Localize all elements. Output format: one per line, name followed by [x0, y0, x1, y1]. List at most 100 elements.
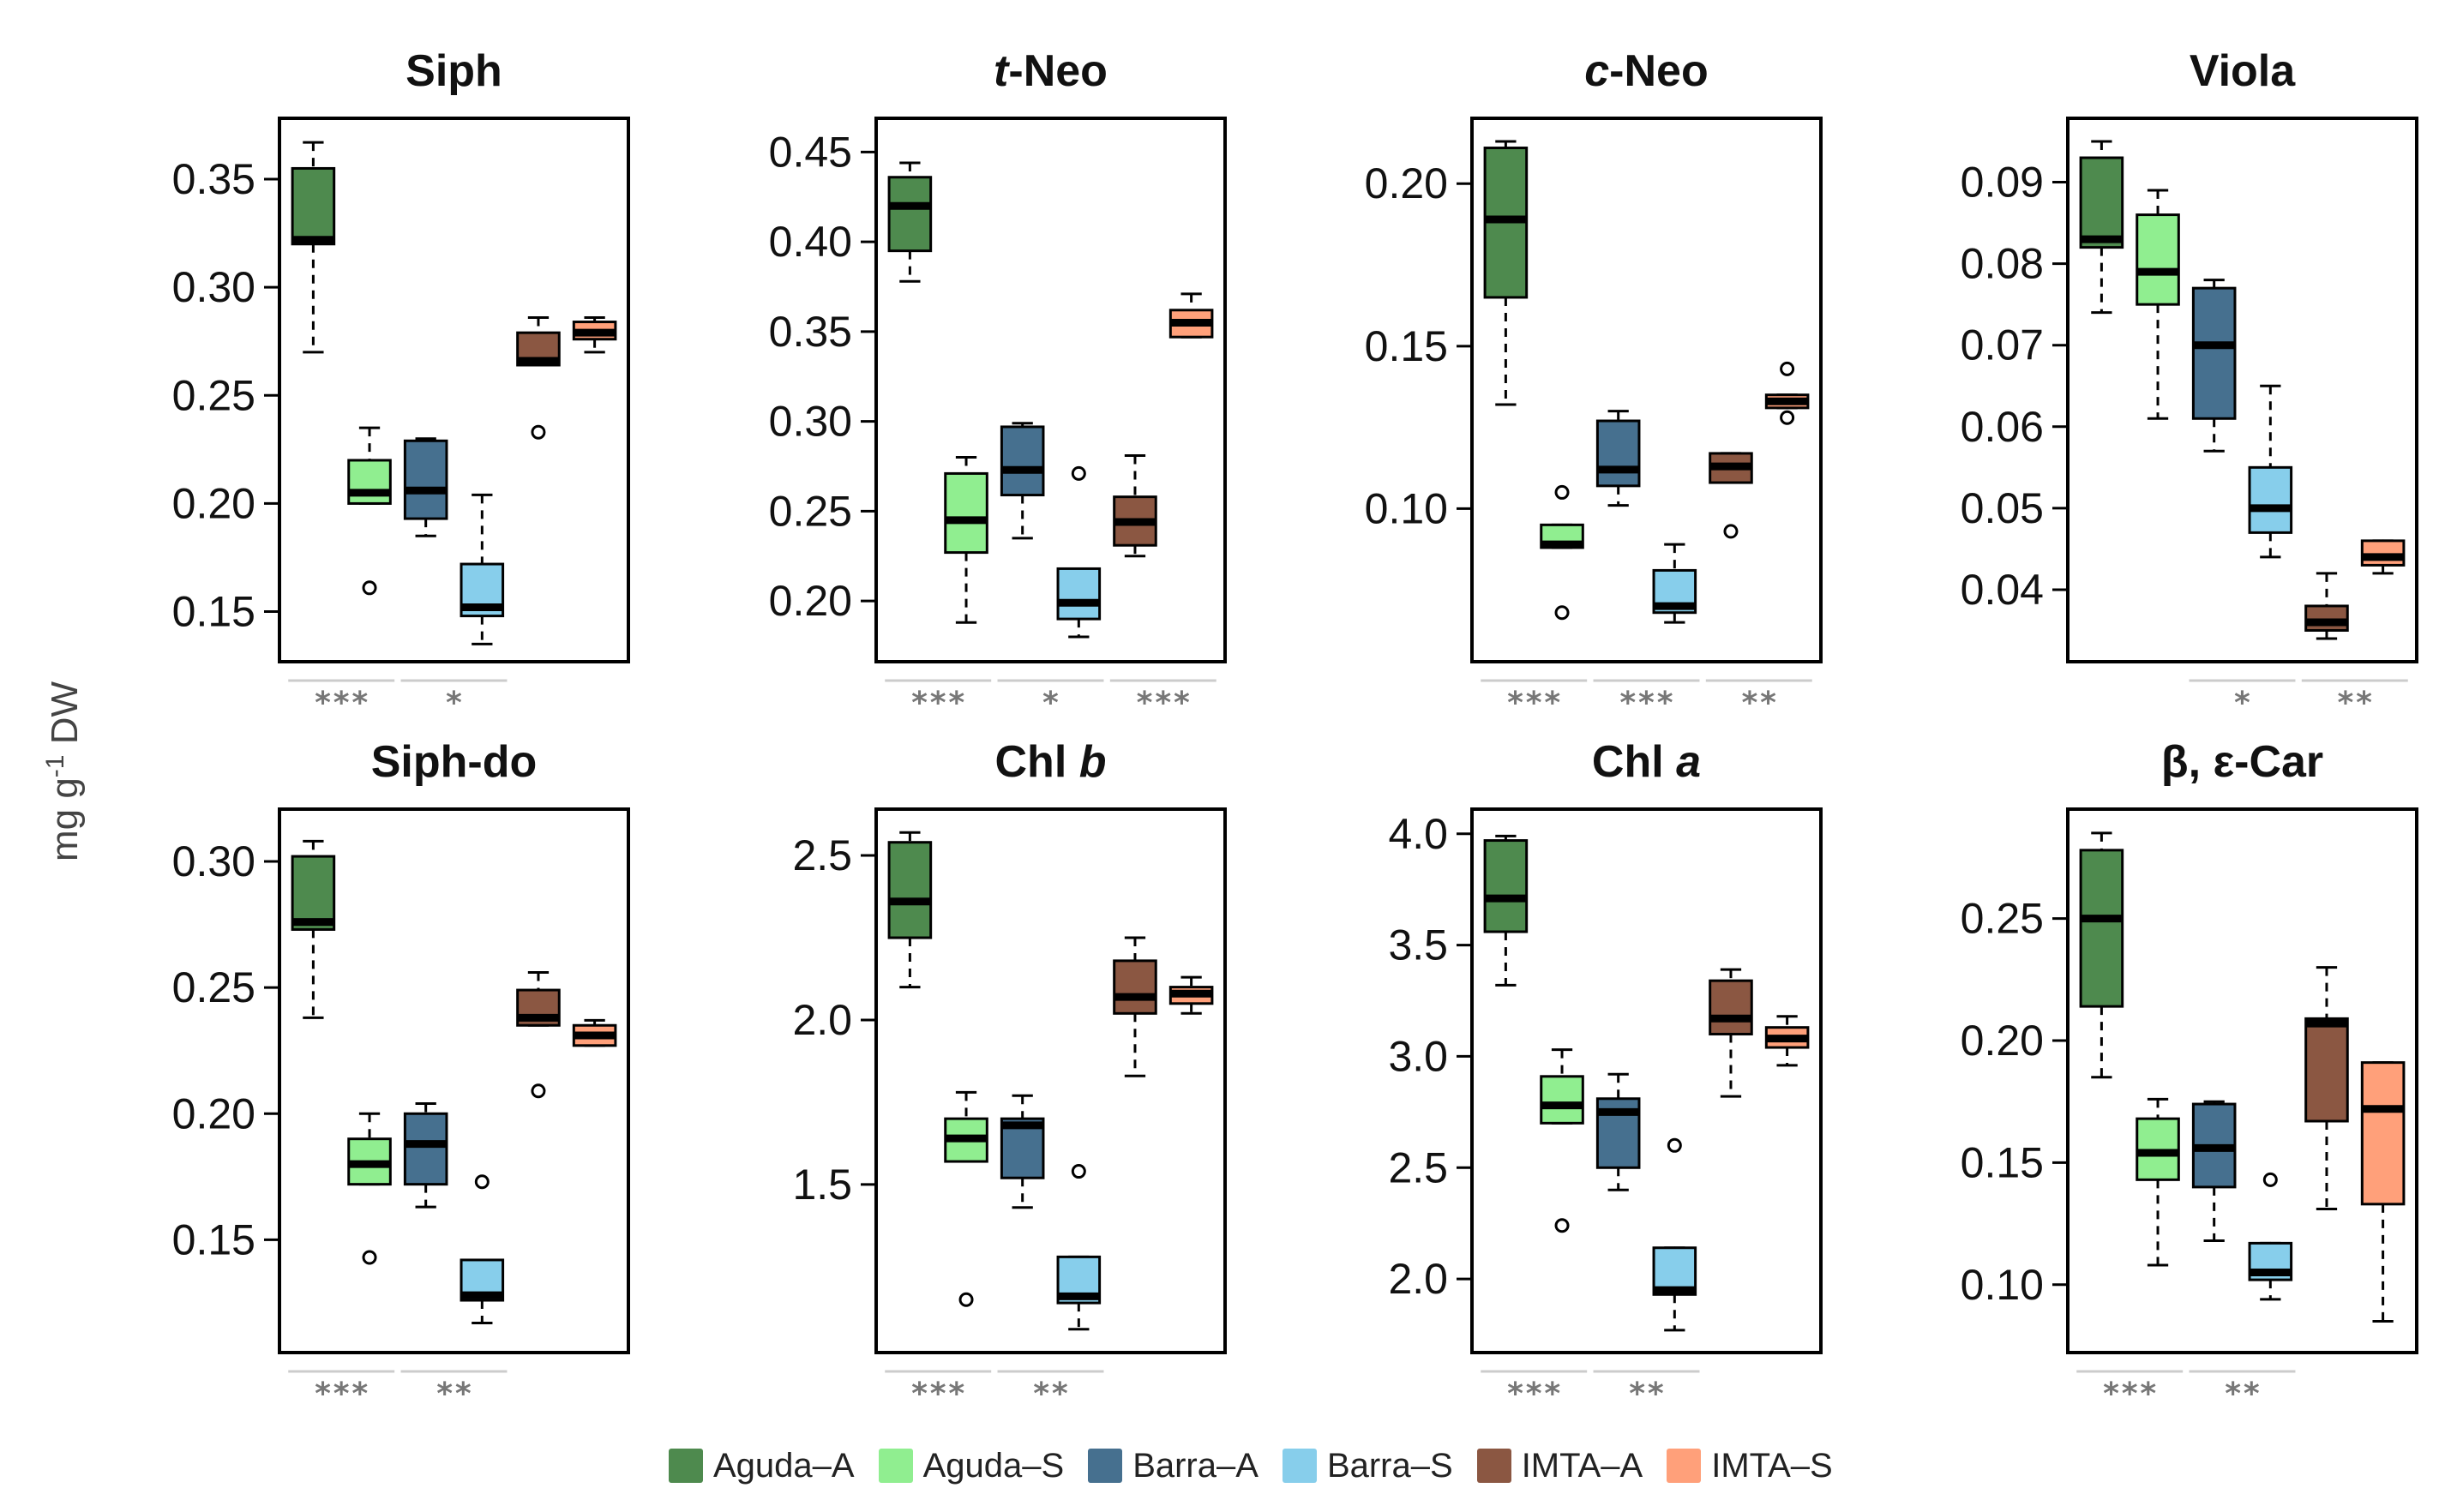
legend-label: Aguda–A [713, 1446, 855, 1485]
y-tick-label: 0.04 [1961, 566, 2044, 614]
y-tick-label: 0.30 [769, 398, 852, 446]
iqr-box [2360, 1061, 2406, 1206]
iqr-box [2191, 286, 2237, 420]
box-aguda-s [944, 456, 988, 624]
significance-label: *** [1135, 686, 1191, 721]
plot-frame [2066, 117, 2418, 663]
legend-swatch [1476, 1449, 1511, 1483]
box-aguda-s [347, 426, 392, 596]
y-tick-label: 0.25 [769, 487, 852, 535]
iqr-box [2136, 213, 2180, 306]
significance-label: ** [436, 1377, 472, 1412]
panel-title: c-Neo [1584, 46, 1708, 96]
box-barra-s [1652, 543, 1697, 624]
box-barra-a [1595, 1072, 1641, 1191]
outlier-point [362, 580, 377, 596]
y-tick-label: 2.0 [792, 996, 852, 1044]
y-tick-label: 0.20 [172, 479, 255, 527]
legend-item: Barra–S [1282, 1446, 1453, 1485]
iqr-box [347, 459, 392, 505]
y-tick-label: 0.45 [769, 128, 852, 176]
significance-label: *** [314, 1377, 369, 1412]
significance-label: ** [1032, 1377, 1069, 1412]
y-tick-label: 0.25 [172, 963, 255, 1011]
outlier-point [1554, 1218, 1570, 1233]
panel-title: β, ε-Car [2161, 737, 2323, 787]
box-aguda-a [2079, 831, 2124, 1079]
panel-title-text: -Neo [1008, 46, 1108, 96]
y-tick-label: 0.15 [172, 1215, 255, 1263]
plot-frame [1470, 117, 1823, 663]
panel-title-text: Chl [995, 737, 1079, 787]
iqr-box [1709, 979, 1753, 1035]
plot-frame [874, 807, 1227, 1354]
box-imta-a [1709, 968, 1753, 1098]
iqr-box [887, 841, 933, 939]
box-barra-s [2248, 384, 2293, 559]
panel-title-text: -Neo [1609, 46, 1709, 96]
box-imta-s [1764, 361, 1810, 425]
panel-title-italic: t [994, 46, 1011, 96]
box-barra-a [2191, 279, 2237, 453]
y-tick-label: 0.15 [172, 588, 255, 636]
outlier-point [1071, 1164, 1086, 1179]
panel-title-italic: a [1676, 737, 1701, 787]
box-imta-a [516, 315, 561, 440]
box-aguda-s [1540, 1048, 1584, 1233]
outlier-point [1780, 410, 1795, 425]
legend-label: IMTA–A [1521, 1446, 1643, 1485]
iqr-box [2360, 539, 2406, 567]
y-tick-label: 0.25 [172, 371, 255, 419]
outlier-point [1554, 605, 1570, 621]
box-imta-s [1168, 292, 1214, 339]
box-barra-a [403, 1101, 448, 1209]
y-tick-label: 0.15 [1365, 322, 1448, 370]
box-aguda-a [2079, 140, 2124, 315]
plot-frame [2066, 807, 2418, 1354]
y-tick-label: 0.20 [1365, 159, 1448, 207]
panel-title-italic: c [1584, 46, 1609, 96]
legend-item: Aguda–A [669, 1447, 855, 1485]
significance-label: *** [314, 686, 369, 721]
panel-7: Chl a2.02.53.03.54.0*** ** [1388, 737, 1823, 1412]
box-imta-s [572, 315, 617, 354]
y-tick-label: 2.0 [1388, 1255, 1448, 1303]
outlier-point [1723, 524, 1739, 539]
significance-label: *** [910, 1377, 966, 1412]
plot-frame [278, 117, 630, 663]
outlier-point [1071, 465, 1086, 481]
y-axis-label: mg g-1 DW [41, 681, 86, 862]
panel-title: Chl b [995, 737, 1107, 787]
y-tick-label: 3.5 [1388, 921, 1448, 969]
significance-label: *** [1619, 686, 1674, 721]
y-tick-label: 0.15 [1961, 1138, 2044, 1186]
panel-title: Viola [2190, 46, 2296, 96]
box-imta-s [1764, 1015, 1810, 1067]
legend-swatch [1088, 1449, 1123, 1483]
box-aguda-a [1483, 834, 1529, 987]
panel-6: Chl b1.52.02.5*** ** [792, 737, 1227, 1412]
box-barra-a [1595, 410, 1641, 507]
legend-label: Barra–S [1326, 1446, 1453, 1485]
y-tick-label: 0.07 [1961, 321, 2044, 369]
outlier-point [1554, 484, 1570, 500]
box-aguda-s [2136, 189, 2180, 420]
box-aguda-s [1540, 484, 1584, 621]
box-aguda-a [1483, 140, 1529, 406]
iqr-box [1056, 567, 1102, 621]
panel-title: Siph [405, 46, 502, 96]
legend-swatch [1667, 1449, 1702, 1483]
panel-title-text: Chl [1592, 737, 1676, 787]
box-imta-a [1113, 453, 1157, 558]
box-imta-a [1709, 452, 1753, 539]
box-barra-a [1000, 1094, 1045, 1209]
legend-item: IMTA–S [1667, 1447, 1833, 1485]
y-tick-label: 0.05 [1961, 484, 2044, 532]
iqr-box [403, 439, 448, 520]
outlier-point [362, 1250, 377, 1265]
legend-swatch [1282, 1449, 1317, 1483]
y-tick-label: 0.30 [172, 263, 255, 311]
